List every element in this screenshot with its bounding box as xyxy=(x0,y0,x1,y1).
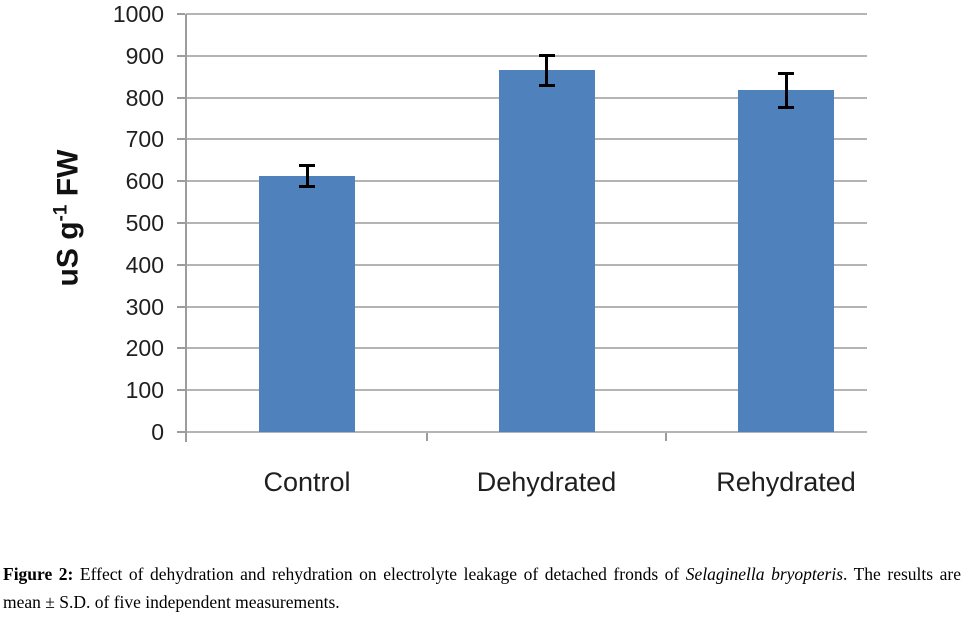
figure-caption: Figure 2: Effect of dehydration and rehy… xyxy=(3,560,961,616)
species-name: Selaginella bryopteris xyxy=(685,564,844,584)
gridline xyxy=(186,431,867,433)
y-tick-label: 700 xyxy=(125,126,164,153)
y-tick-mark xyxy=(177,96,185,99)
category-label: Control xyxy=(263,467,351,497)
y-tick-label: 500 xyxy=(125,210,164,236)
error-bar-cap-bottom xyxy=(778,105,794,109)
category-label: Rehydrated xyxy=(716,467,856,497)
y-tick-label: 800 xyxy=(125,84,164,111)
error-bar-cap-top xyxy=(299,163,315,167)
plot-area: 0 100 200 300 400 500 600 700 800 900 1000 Control D… xyxy=(112,1,867,497)
error-bar-cap-bottom xyxy=(299,185,315,189)
y-tick-mark xyxy=(177,180,185,183)
category-label: Dehydrated xyxy=(476,467,617,497)
error-bar-stem xyxy=(784,72,788,108)
y-tick-mark xyxy=(177,13,185,15)
y-tick-mark xyxy=(177,305,185,308)
y-tick-label: 300 xyxy=(125,293,164,320)
bar xyxy=(498,70,595,432)
caption-text: Effect of dehydration and rehydration on… xyxy=(79,564,680,584)
y-tick-mark xyxy=(177,431,185,433)
gridline xyxy=(186,13,867,15)
y-tick-label: 900 xyxy=(125,42,164,69)
y-tick-mark xyxy=(177,389,185,392)
y-tick-mark xyxy=(177,222,185,224)
y-tick-mark xyxy=(177,347,185,350)
error-bar-stem xyxy=(545,54,548,86)
y-tick-mark xyxy=(177,54,185,57)
bar xyxy=(259,176,355,432)
caption-text-tail: . The results are mean ± S.D. of five in… xyxy=(3,564,961,612)
y-tick-label: 600 xyxy=(125,168,164,195)
y-tick-label: 400 xyxy=(125,251,164,278)
error-bar-stem xyxy=(305,164,309,188)
y-tick-label: 200 xyxy=(125,335,164,362)
x-tick-mark xyxy=(426,433,428,441)
y-tick-label: 100 xyxy=(125,377,164,404)
y-tick-label: 0 xyxy=(151,419,164,445)
gridline xyxy=(186,54,867,57)
caption-label: Figure 2: xyxy=(3,564,74,584)
bar-chart: uS g-1 FW 0 100 200 300 400 500 600 700 800 900 10… xyxy=(51,1,867,497)
bar xyxy=(738,90,834,432)
y-tick-mark xyxy=(177,263,185,266)
error-bar-cap-top xyxy=(538,53,555,57)
y-tick-label: 1000 xyxy=(112,1,164,27)
y-tick-mark xyxy=(177,138,185,141)
error-bar-cap-bottom xyxy=(538,83,555,87)
y-axis-line xyxy=(185,14,187,442)
error-bar-cap-top xyxy=(778,71,794,75)
x-tick-mark xyxy=(665,433,667,441)
